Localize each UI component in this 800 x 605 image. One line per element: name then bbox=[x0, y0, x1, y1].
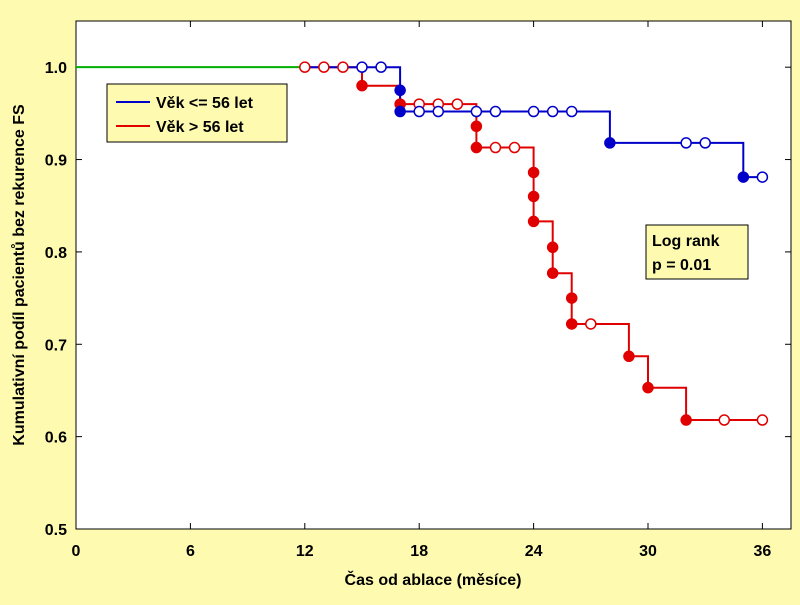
event-marker-0 bbox=[394, 105, 406, 118]
event-marker-1 bbox=[470, 141, 483, 154]
censored-marker-1 bbox=[489, 141, 502, 154]
censored-marker-0 bbox=[413, 105, 425, 118]
event-marker-1 bbox=[680, 414, 692, 426]
censored-marker-1 bbox=[756, 414, 769, 426]
event-marker-1 bbox=[527, 166, 540, 179]
censored-marker-0 bbox=[680, 137, 692, 149]
censored-marker-1 bbox=[318, 61, 330, 73]
censored-marker-1 bbox=[585, 318, 597, 330]
censored-marker-1 bbox=[337, 61, 349, 73]
event-marker-1 bbox=[565, 292, 578, 304]
event-marker-1 bbox=[565, 318, 578, 330]
event-marker-1 bbox=[642, 381, 654, 394]
x-tick-label: 30 bbox=[639, 543, 657, 560]
y-tick-label: 0.6 bbox=[45, 430, 67, 447]
event-marker-1 bbox=[623, 350, 635, 363]
censored-marker-0 bbox=[699, 137, 711, 149]
y-axis-label: Kumulativní podíl pacientů bez rekurence… bbox=[11, 104, 28, 446]
y-tick-label: 0.9 bbox=[45, 153, 67, 170]
censored-marker-0 bbox=[375, 61, 387, 73]
censored-marker-0 bbox=[356, 61, 368, 73]
censored-marker-0 bbox=[470, 105, 483, 118]
censored-marker-0 bbox=[527, 105, 540, 118]
event-marker-1 bbox=[546, 267, 559, 279]
event-marker-1 bbox=[546, 241, 559, 254]
x-tick-label: 24 bbox=[525, 543, 543, 560]
censored-marker-1 bbox=[451, 98, 464, 110]
event-marker-1 bbox=[527, 190, 540, 203]
censored-marker-1 bbox=[718, 414, 731, 426]
legend-box bbox=[106, 83, 288, 143]
censored-marker-0 bbox=[565, 105, 578, 118]
censored-marker-0 bbox=[489, 105, 502, 118]
y-tick-label: 0.5 bbox=[45, 522, 67, 539]
censored-marker-1 bbox=[508, 141, 521, 154]
event-marker-0 bbox=[604, 137, 616, 149]
censored-marker-0 bbox=[756, 171, 769, 183]
legend-label-0: Věk <= 56 let bbox=[156, 95, 254, 112]
series-layer bbox=[76, 61, 769, 426]
legend: Věk <= 56 let Věk > 56 let bbox=[106, 83, 288, 143]
annotation-box bbox=[645, 224, 749, 280]
x-tick-label: 12 bbox=[296, 543, 314, 560]
x-axis-label: Čas od ablace (měsíce) bbox=[345, 570, 522, 589]
censored-marker-0 bbox=[432, 105, 445, 118]
event-marker-0 bbox=[737, 171, 750, 183]
y-tick-label: 1.0 bbox=[45, 60, 67, 77]
annotation-line-1: Log rank bbox=[652, 233, 720, 250]
x-tick-label: 36 bbox=[754, 543, 772, 560]
censored-marker-1 bbox=[299, 61, 311, 73]
y-tick-label: 0.7 bbox=[45, 337, 67, 354]
event-marker-1 bbox=[527, 215, 540, 228]
x-tick-label: 6 bbox=[186, 543, 195, 560]
x-tick-label: 0 bbox=[72, 543, 81, 560]
event-marker-1 bbox=[356, 79, 368, 92]
annotation-line-2: p = 0.01 bbox=[652, 257, 711, 274]
logrank-annotation: Log rank p = 0.01 bbox=[645, 224, 749, 280]
censored-marker-0 bbox=[546, 105, 559, 118]
y-tick-label: 0.8 bbox=[45, 245, 67, 262]
x-axis: 0 6 12 18 24 30 36 bbox=[72, 21, 772, 560]
event-marker-0 bbox=[394, 84, 406, 97]
event-marker-1 bbox=[470, 120, 483, 133]
legend-label-1: Věk > 56 let bbox=[156, 119, 244, 136]
x-tick-label: 18 bbox=[410, 543, 428, 560]
